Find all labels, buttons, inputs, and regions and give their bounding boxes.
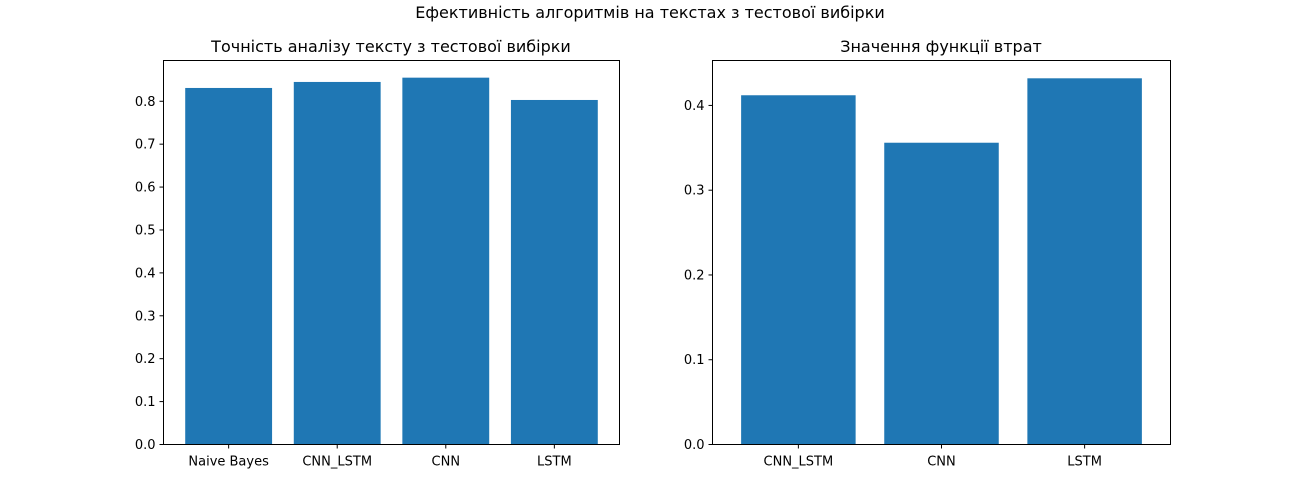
accuracy-x-tick-label: Naive Bayes [188,455,269,470]
loss-x-tick-label: CNN_LSTM [764,455,834,470]
accuracy-x-tick-label: CNN [432,455,461,470]
accuracy-y-tick-label: 0.4 [135,266,156,281]
accuracy-y-tick-label: 0.6 [135,181,156,196]
loss-chart: Значення функції втрат 0.0 0.1 0.2 0.3 0.4 C… [684,37,1171,470]
accuracy-y-tick-label: 0.1 [135,395,156,410]
loss-x-tick-label: CNN [927,455,956,470]
loss-chart-title: Значення функції втрат [840,37,1042,56]
loss-y-tick-label: 0.4 [684,99,705,114]
accuracy-x-tick-label: LSTM [537,455,572,470]
loss-y-tick-label: 0.0 [684,438,705,453]
accuracy-y-tick-label: 0.2 [135,352,156,367]
loss-y-tick-label: 0.2 [684,268,705,283]
loss-x-axis: CNN_LSTM CNN LSTM [764,444,1102,470]
loss-bars [741,78,1142,445]
loss-y-axis: 0.0 0.1 0.2 0.3 0.4 [684,99,713,453]
loss-bar [884,142,999,445]
accuracy-x-tick-label: CNN_LSTM [302,455,372,470]
accuracy-bars [185,77,598,445]
loss-bar [741,95,856,445]
accuracy-y-tick-label: 0.0 [135,438,156,453]
loss-y-tick-label: 0.1 [684,353,705,368]
accuracy-bar [510,99,598,445]
accuracy-chart-title: Точність аналізу тексту з тестової вибір… [210,37,571,56]
accuracy-bar [293,81,381,445]
accuracy-bar [185,87,273,445]
accuracy-y-tick-label: 0.7 [135,138,156,153]
accuracy-x-axis: Naive Bayes CNN_LSTM CNN LSTM [188,444,572,470]
accuracy-chart: Точність аналізу тексту з тестової вибір… [135,37,620,470]
accuracy-y-tick-label: 0.5 [135,223,156,238]
loss-x-tick-label: LSTM [1067,455,1102,470]
accuracy-chart-frame [163,60,620,445]
accuracy-y-tick-label: 0.8 [135,95,156,110]
accuracy-y-tick-label: 0.3 [135,309,156,324]
loss-bar [1027,78,1142,445]
accuracy-bar [402,77,490,445]
figure-suptitle: Ефективність алгоритмів на текстах з тес… [415,3,885,22]
loss-chart-frame [712,60,1171,445]
loss-y-tick-label: 0.3 [684,184,705,199]
accuracy-y-axis: 0.0 0.1 0.2 0.3 0.4 0.5 0.6 0.7 0.8 [135,95,164,453]
